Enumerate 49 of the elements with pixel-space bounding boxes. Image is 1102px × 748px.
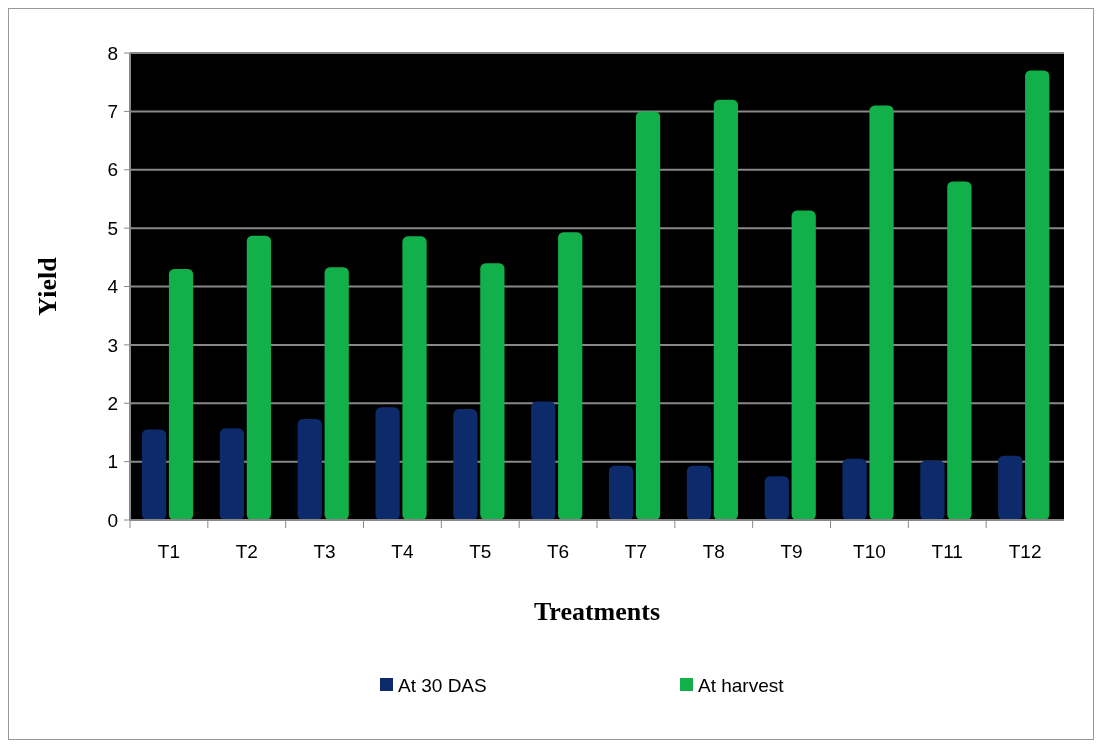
bar (947, 181, 972, 520)
bar (1025, 70, 1050, 520)
bar (246, 235, 271, 520)
bar (558, 232, 583, 520)
bar (141, 429, 167, 520)
x-axis-title: Treatments (533, 597, 661, 626)
bar (219, 428, 245, 520)
bar (324, 267, 349, 520)
y-tick-label: 8 (107, 42, 118, 64)
bar (531, 401, 556, 520)
x-tick-label: T8 (702, 541, 725, 562)
y-tick-label: 2 (107, 392, 118, 414)
bar (686, 465, 712, 520)
x-tick-label: T4 (391, 541, 414, 562)
y-tick-label: 5 (107, 217, 118, 239)
bar (998, 455, 1023, 520)
x-tick-label: T10 (853, 541, 886, 562)
legend-label: At harvest (698, 674, 785, 696)
bar (608, 465, 634, 520)
bar (842, 458, 867, 520)
bar (869, 105, 894, 520)
y-tick-label: 6 (107, 159, 118, 181)
x-tick-label: T1 (157, 541, 181, 562)
x-tick-label: T9 (780, 541, 803, 562)
bar (297, 419, 322, 520)
legend-label: At 30 DAS (398, 674, 487, 696)
x-tick-label: T3 (313, 541, 336, 562)
y-axis-title: Yield (33, 256, 62, 316)
bar (764, 476, 789, 520)
bar (375, 407, 400, 520)
bar (791, 210, 816, 520)
bar (480, 263, 505, 520)
bar (920, 460, 945, 520)
x-tick-label: T7 (624, 541, 648, 562)
bar (168, 268, 194, 520)
y-tick-label: 0 (107, 509, 118, 531)
y-tick-label: 7 (107, 101, 118, 123)
x-tick-label: T5 (469, 541, 492, 562)
x-tick-label: T2 (235, 541, 258, 562)
x-tick-label: T6 (546, 541, 570, 562)
x-tick-label: T12 (1008, 541, 1042, 562)
bar (713, 99, 738, 520)
bar (635, 111, 661, 520)
bar (453, 409, 478, 520)
y-tick-label: 4 (107, 276, 119, 298)
y-tick-label: 1 (107, 451, 118, 473)
y-tick-label: 3 (107, 334, 118, 356)
bar (402, 236, 427, 520)
x-tick-label: T11 (931, 541, 963, 562)
